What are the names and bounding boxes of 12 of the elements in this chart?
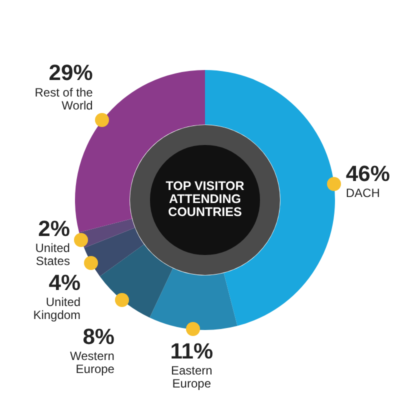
slice-label: United Kingdom (33, 295, 81, 322)
slice-label: Eastern Europe (170, 364, 212, 391)
data-label: 46% (346, 160, 390, 186)
data-label: 2% (38, 216, 70, 241)
slice-label: United States (35, 241, 70, 268)
data-label: 29% (48, 60, 93, 86)
slice-label: Rest of the World (34, 85, 94, 112)
data-label: 4% (48, 270, 81, 295)
data-label: 8% (82, 324, 114, 349)
data-label: 11% (170, 338, 214, 364)
slice-label: Western Europe (70, 349, 115, 376)
slice-label: DACH (346, 186, 380, 200)
